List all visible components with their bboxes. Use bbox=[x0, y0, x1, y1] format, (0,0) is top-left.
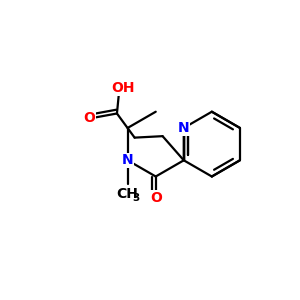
Text: 3: 3 bbox=[132, 193, 140, 203]
Text: N: N bbox=[178, 121, 190, 135]
Text: N: N bbox=[122, 153, 134, 167]
Text: O: O bbox=[83, 111, 95, 125]
Text: O: O bbox=[150, 191, 162, 205]
Text: CH: CH bbox=[117, 188, 139, 201]
Text: OH: OH bbox=[111, 81, 135, 95]
